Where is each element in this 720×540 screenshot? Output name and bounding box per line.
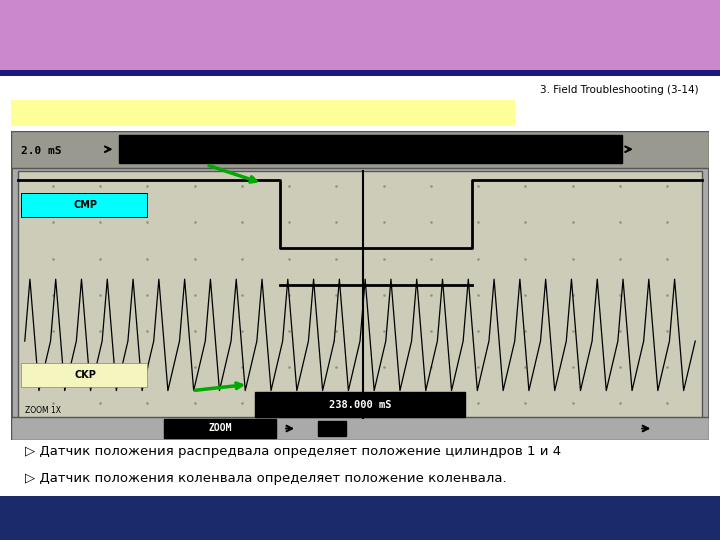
Text: ▷ Scope Analysis (Magnetic Type): ▷ Scope Analysis (Magnetic Type) [16,23,540,50]
Bar [18,171,702,418]
Text: ▣ Нормальна осциллограмма датчиков СКР&СМР: ▣ Нормальна осциллограмма датчиков СКР&С… [20,107,369,120]
Bar [11,417,709,440]
Text: ▷ Датчик положения коленвала определяет положение коленвала.: ▷ Датчик положения коленвала определяет … [25,472,507,485]
Text: 2.0 mS: 2.0 mS [22,146,62,156]
Bar [256,392,465,417]
Bar [119,136,622,163]
Bar [22,193,147,217]
Bar [318,421,346,436]
Text: HYUNDAI: HYUNDAI [364,509,450,527]
Text: Training: Training [558,509,634,527]
Text: 3. Field Troubleshooting (3-14): 3. Field Troubleshooting (3-14) [540,85,698,96]
Bar [22,363,147,388]
Text: ZOOM: ZOOM [209,423,232,434]
Text: Service: Service [486,509,555,527]
Text: ▷ Датчик положения распредвала определяет положение цилиндров 1 и 4: ▷ Датчик положения распредвала определяе… [25,446,562,458]
Text: ZOOM 1X: ZOOM 1X [24,406,60,415]
Text: 238.000 mS: 238.000 mS [329,400,391,409]
Bar [164,419,276,437]
Text: CKP: CKP [75,370,96,380]
Circle shape [101,504,533,531]
Text: CMP: CMP [73,200,97,210]
Bar [11,131,709,168]
Text: ⓗ: ⓗ [312,509,322,527]
